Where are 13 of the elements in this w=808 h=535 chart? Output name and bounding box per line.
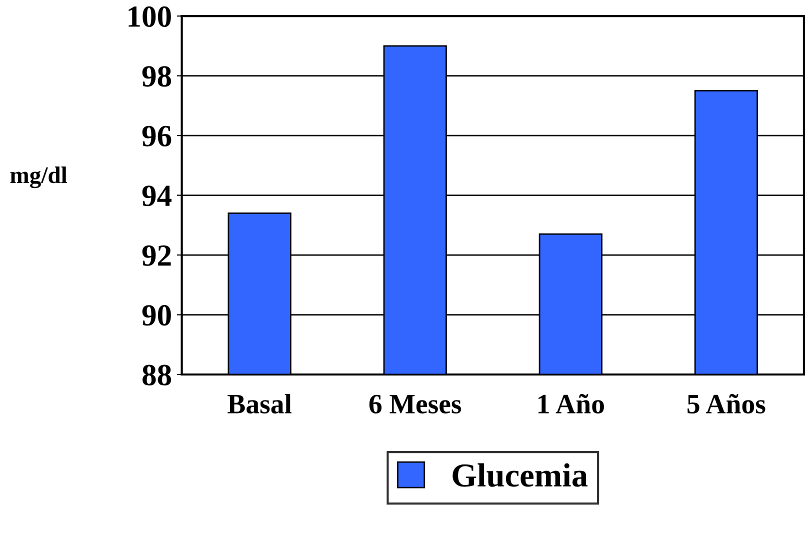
y-tick-label: 100 [128, 6, 171, 27]
y-axis-title: mg/dl [10, 166, 68, 188]
y-tick-label: 88 [142, 364, 172, 386]
y-tick-label: 92 [142, 245, 171, 266]
x-tick-label: 6 Meses [369, 394, 462, 414]
y-tick-label: 96 [142, 126, 172, 146]
x-tick-label: 1 Año [538, 394, 604, 414]
y-tick-label: 98 [142, 66, 172, 87]
legend-label: Glucemia [452, 463, 588, 487]
y-tick-label: 90 [142, 305, 171, 326]
y-tick-label: 94 [142, 186, 172, 206]
x-tick-label: 5 Años [688, 394, 766, 414]
x-tick-label: Basal [228, 394, 292, 414]
